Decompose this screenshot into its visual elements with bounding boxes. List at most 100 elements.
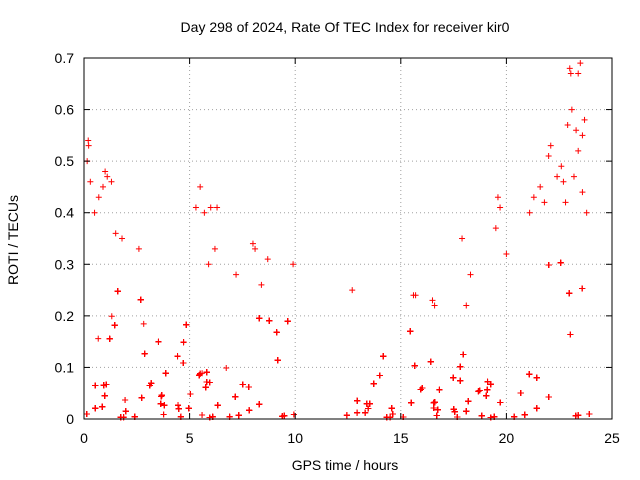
data-point [201,209,208,216]
data-point [497,399,504,406]
data-point [492,225,499,232]
data-point [111,322,118,329]
data-point [274,357,281,364]
data-point [463,302,470,309]
data-point [478,412,485,419]
data-point [429,297,436,304]
y-axis-label: ROTI / TECUs [5,195,21,285]
data-point [579,285,586,292]
data-point [349,287,356,294]
data-point [558,163,565,170]
y-tick-label: 0.7 [55,50,75,66]
y-tick-label: 0 [66,411,74,427]
data-point [476,387,483,394]
y-tick-label: 0.1 [55,359,75,375]
y-tick-label: 0.4 [55,205,75,221]
data-point [206,414,213,421]
data-points [83,60,593,421]
data-point [494,194,501,201]
x-tick-label: 15 [393,430,409,446]
data-point [575,70,582,77]
data-point [457,377,464,384]
data-point [199,411,206,418]
data-point [108,313,115,320]
data-point [252,245,259,252]
data-point [122,397,129,404]
data-point [192,204,199,211]
data-point [460,351,467,358]
data-point [85,142,92,149]
data-point [290,411,297,418]
data-point [564,122,571,129]
data-point [162,370,169,377]
data-point [533,374,540,381]
x-tick-label: 20 [499,430,515,446]
data-point [579,132,586,139]
data-point [155,338,162,345]
data-point [487,414,494,421]
data-point [106,335,113,342]
data-point [196,372,203,379]
data-point [92,382,99,389]
chart-title: Day 298 of 2024, Rate Of TEC Index for r… [181,19,510,35]
data-point [214,402,221,409]
data-point [273,329,280,336]
data-point [362,409,369,416]
y-tick-label: 0.5 [55,153,75,169]
data-point [100,183,107,190]
x-tick-label: 25 [604,430,620,446]
data-point [407,328,414,335]
data-point [484,386,491,393]
data-point [417,386,424,393]
data-point [101,392,108,399]
data-point [256,315,263,322]
data-point [577,60,584,67]
data-point [112,230,119,237]
data-point [135,245,142,252]
data-point [436,386,443,393]
data-point [541,199,548,206]
data-point [557,259,564,266]
data-point [104,173,111,180]
data-point [354,397,361,404]
data-point [211,245,218,252]
data-point [343,412,350,419]
data-point [284,318,291,325]
data-point [92,405,99,412]
data-point [463,408,470,415]
data-point [95,194,102,201]
data-point [433,412,440,419]
data-point [457,363,464,370]
data-point [175,402,182,409]
data-point [547,142,554,149]
data-point [185,405,192,412]
data-point [450,374,457,381]
data-point [365,405,372,412]
data-point [586,411,593,418]
data-point [459,235,466,242]
data-point [388,405,395,412]
data-point [214,204,221,211]
data-point [370,380,377,387]
data-point [91,209,98,216]
data-point [146,382,153,389]
data-point [266,317,273,324]
data-point [389,411,396,418]
data-point [533,405,540,412]
data-point [137,296,144,303]
data-point [175,405,182,412]
y-tick-label: 0.6 [55,102,75,118]
data-point [83,411,90,418]
data-point [233,271,240,278]
data-point [450,406,457,413]
data-point [108,178,115,185]
x-tick-label: 10 [287,430,303,446]
data-point [140,320,147,327]
data-point [467,271,474,278]
data-point [497,204,504,211]
x-tick-label: 0 [80,430,88,446]
data-point [197,183,204,190]
data-point [183,321,190,328]
data-point [114,288,121,295]
